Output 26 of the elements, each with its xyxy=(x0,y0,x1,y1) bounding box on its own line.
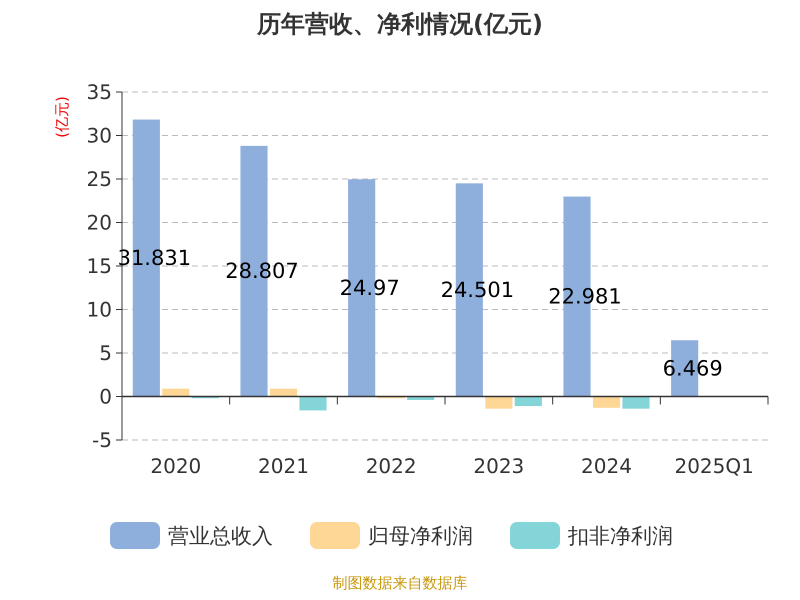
text: 制图数据来自数据库 xyxy=(332,574,468,592)
data-label: 24.97 xyxy=(340,276,400,300)
y-tick-label: 25 xyxy=(86,167,112,191)
x-tick-label: 2020 xyxy=(150,454,202,478)
legend-label: 归母净利润 xyxy=(368,524,473,548)
y-tick-label: 35 xyxy=(86,80,112,104)
y-tick-label: 10 xyxy=(86,298,112,322)
data-label: 28.807 xyxy=(225,259,299,284)
y-axis-title: (亿元) xyxy=(53,96,71,138)
y-tick-label: 30 xyxy=(86,124,112,148)
x-tick-label: 2023 xyxy=(473,454,524,478)
chart-title: 历年营收、净利情况(亿元) xyxy=(256,10,543,38)
y-tick-label: -5 xyxy=(92,428,112,452)
y-tick-label: 0 xyxy=(99,384,112,408)
legend-label: 营业总收入 xyxy=(168,524,273,548)
data-label: 24.501 xyxy=(440,278,514,302)
x-tick-label: 2024 xyxy=(581,454,632,478)
data-label: 6.469 xyxy=(662,356,723,380)
legend-label: 扣非净利润 xyxy=(567,524,673,548)
y-tick-label: 15 xyxy=(86,254,112,278)
x-tick-label: 2021 xyxy=(258,454,309,478)
y-tick-label: 5 xyxy=(99,341,112,365)
data-label: 22.981 xyxy=(548,284,622,309)
x-tick-label: 2025Q1 xyxy=(674,454,754,478)
y-tick-label: 20 xyxy=(86,210,112,234)
x-tick-label: 2022 xyxy=(366,454,417,478)
